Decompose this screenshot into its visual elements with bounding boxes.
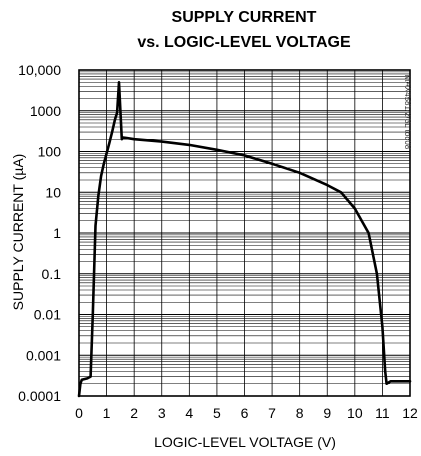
y-tick-labels: 10,000 1000 100 10 1 0.1 0.01 0.001 0.0001 xyxy=(18,62,61,404)
y-tick-label: 0.1 xyxy=(42,266,62,282)
x-tick-label: 9 xyxy=(323,405,331,421)
x-tick-label: 6 xyxy=(241,405,249,421)
y-tick-label: 0.0001 xyxy=(18,388,61,404)
x-tick-label: 1 xyxy=(103,405,111,421)
x-tick-label: 12 xyxy=(402,405,418,421)
series-line xyxy=(77,81,412,398)
x-tick-label: 7 xyxy=(268,405,276,421)
x-tick-label: 8 xyxy=(296,405,304,421)
x-tick-label: 0 xyxy=(75,405,83,421)
x-tick-label: 10 xyxy=(347,405,363,421)
y-tick-label: 0.001 xyxy=(26,347,61,363)
x-axis-label: LOGIC-LEVEL VOLTAGE (V) xyxy=(154,434,336,450)
x-tick-label: 11 xyxy=(375,405,390,421)
y-axis-label: SUPPLY CURRENT (µA) xyxy=(10,154,26,311)
x-tick-labels: 0 1 2 3 4 5 6 7 8 9 10 11 12 xyxy=(75,405,418,421)
x-tick-label: 5 xyxy=(213,405,221,421)
y-tick-label: 100 xyxy=(38,144,62,160)
y-tick-label: 1000 xyxy=(30,103,61,119)
chart-title-line1: SUPPLY CURRENT xyxy=(172,9,317,26)
plot-frame xyxy=(78,69,411,397)
figure-id: MAX4581/2/3L toc08 xyxy=(403,75,412,150)
grid xyxy=(79,70,410,396)
chart-title-line2: vs. LOGIC-LEVEL VOLTAGE xyxy=(137,34,351,51)
x-tick-label: 4 xyxy=(185,405,193,421)
y-tick-label: 10,000 xyxy=(18,62,61,78)
x-tick-label: 3 xyxy=(158,405,166,421)
y-tick-label: 0.01 xyxy=(34,307,61,323)
y-tick-label: 10 xyxy=(45,184,61,200)
y-tick-label: 1 xyxy=(53,225,61,241)
x-tick-label: 2 xyxy=(130,405,138,421)
